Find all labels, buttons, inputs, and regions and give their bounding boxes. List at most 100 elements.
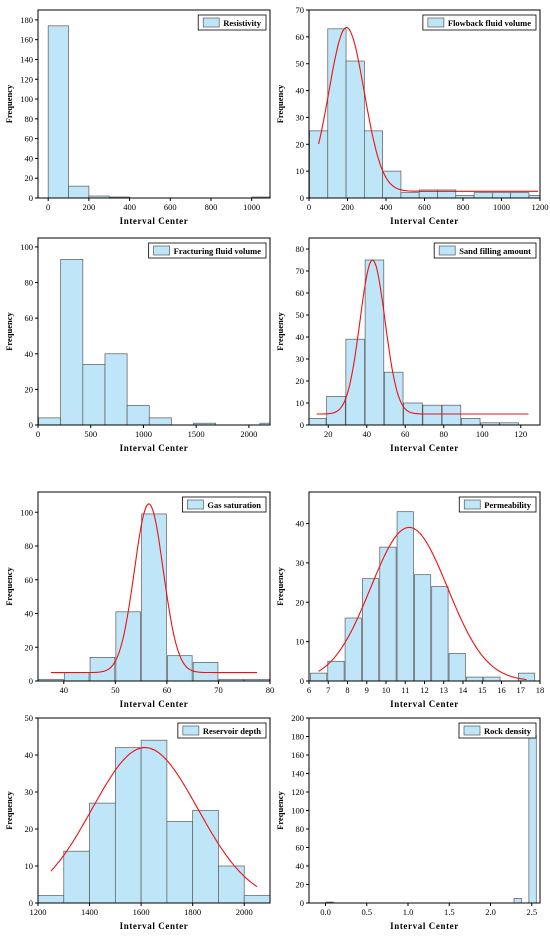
y-tick-label: 80 — [296, 244, 305, 254]
x-tick-label: 400 — [380, 202, 393, 212]
plot-frame — [37, 237, 271, 426]
y-tick-label: 80 — [296, 824, 305, 834]
plot-frame — [308, 717, 541, 904]
bar-group — [309, 26, 540, 198]
x-tick-label: 1000 — [493, 202, 510, 212]
y-tick-label: 60 — [25, 134, 34, 144]
panel-resistivity: 0 200 400 600 800 1000 0 20 40 60 80 100 120 140 160 18… — [4, 9, 271, 226]
histogram-bar — [379, 546, 397, 681]
y-axis-label: Frequency — [4, 566, 14, 605]
legend-box — [148, 242, 267, 259]
x-tick-label: 200 — [341, 202, 354, 212]
y-tick-label: 50 — [25, 713, 34, 723]
y-tick-label: 80 — [25, 114, 34, 124]
x-tick-label: 1800 — [184, 907, 201, 917]
legend: Permeability — [458, 496, 537, 513]
x-tick-label: 8 — [345, 685, 349, 695]
y-tick-label: 30 — [296, 354, 305, 364]
histogram-bar — [441, 404, 462, 425]
y-tick-label: 20 — [25, 642, 34, 652]
y-tick-label: 0 — [300, 676, 304, 686]
x-axis-label: Interval Center — [120, 443, 189, 453]
x-tick-label: 0 — [36, 429, 40, 439]
histogram-bar — [243, 895, 270, 903]
bar-group — [325, 735, 537, 903]
y-tick-label: 40 — [296, 332, 305, 342]
y-tick-label: 0 — [29, 420, 33, 430]
x-tick-label: 40 — [60, 685, 69, 695]
x-tick-label: 14 — [459, 685, 468, 695]
y-tick-label: 20 — [25, 384, 34, 394]
histogram-bar — [326, 396, 346, 425]
y-tick-label: 40 — [296, 86, 305, 96]
histogram-bar — [192, 662, 219, 681]
histogram-bar — [431, 586, 449, 681]
y-axis-label: Frequency — [4, 84, 14, 123]
x-tick-label: 9 — [365, 685, 369, 695]
legend: Fracturing fluid volume — [148, 242, 267, 259]
x-axis-label: Interval Center — [120, 216, 189, 226]
x-tick-label: 80 — [440, 429, 449, 439]
histogram-bar — [345, 60, 365, 198]
histogram-bar — [38, 895, 65, 903]
y-tick-label: 30 — [296, 112, 305, 122]
y-tick-label: 10 — [296, 166, 305, 176]
histogram-bar — [68, 185, 90, 198]
histogram-bar — [192, 810, 219, 903]
legend-box — [422, 14, 537, 31]
x-tick-label: 400 — [123, 202, 136, 212]
legend-label: Reservoir depth — [203, 726, 261, 736]
y-tick-label: 70 — [296, 5, 305, 15]
x-tick-label: 2000 — [236, 907, 253, 917]
bar-group — [47, 25, 270, 198]
plot-frame — [37, 491, 271, 682]
legend: Reservoir depth — [177, 722, 267, 739]
histogram-bar — [114, 747, 142, 903]
histogram-bar — [38, 417, 62, 425]
x-tick-label: 200 — [83, 202, 96, 212]
panel-permeability: 6 7 8 9 10 11 12 13 14 15 16 17 18 0 10 20 30 40 Interval … — [275, 491, 544, 709]
y-tick-label: 180 — [291, 732, 304, 742]
legend: Resistivity — [197, 14, 267, 31]
x-tick-label: 10 — [382, 685, 391, 695]
x-tick-label: 0 — [307, 202, 311, 212]
x-tick-label: 600 — [418, 202, 431, 212]
legend-label: Permeability — [484, 500, 531, 510]
panel-gas-saturation: 40 50 60 70 80 0 20 40 60 80 100 Interval Center Fre… — [4, 491, 275, 709]
histogram-bar — [244, 678, 270, 681]
x-tick-label: 40 — [363, 429, 372, 439]
x-axis-label: Interval Center — [120, 921, 189, 931]
y-axis-label: Frequency — [4, 790, 14, 829]
y-tick-label: 60 — [25, 575, 34, 585]
x-tick-label: 500 — [84, 429, 97, 439]
histogram-bar — [89, 802, 116, 903]
legend-swatch — [463, 725, 481, 736]
x-tick-label: 1.0 — [403, 907, 414, 917]
histogram-bar — [126, 405, 150, 425]
x-tick-label: 0.5 — [361, 907, 372, 917]
histogram-bar — [63, 672, 90, 681]
histogram-bar — [140, 739, 168, 903]
normal-fit-curve — [316, 259, 529, 415]
x-axis-label: Interval Center — [390, 443, 459, 453]
histogram-bar — [309, 418, 327, 425]
legend-swatch — [202, 17, 220, 28]
y-tick-label: 60 — [296, 843, 305, 853]
y-tick-label: 80 — [25, 278, 34, 288]
x-axis-label: Interval Center — [120, 699, 189, 709]
y-tick-label: 30 — [25, 787, 34, 797]
normal-fit-curve — [318, 526, 527, 681]
bar-group — [38, 259, 270, 425]
histogram-bar — [364, 259, 385, 425]
legend-swatch — [438, 245, 456, 256]
histogram-bar — [218, 678, 245, 681]
legend: Sand filling amount — [433, 242, 537, 259]
x-tick-label: 1400 — [81, 907, 98, 917]
y-axis-label: Frequency — [4, 311, 14, 350]
histogram-bar — [259, 422, 270, 425]
bar-group — [309, 259, 529, 425]
x-tick-label: 80 — [266, 685, 275, 695]
y-tick-label: 50 — [296, 310, 305, 320]
normal-fit-curve — [50, 503, 258, 674]
legend-label: Flowback fluid volume — [448, 18, 531, 28]
